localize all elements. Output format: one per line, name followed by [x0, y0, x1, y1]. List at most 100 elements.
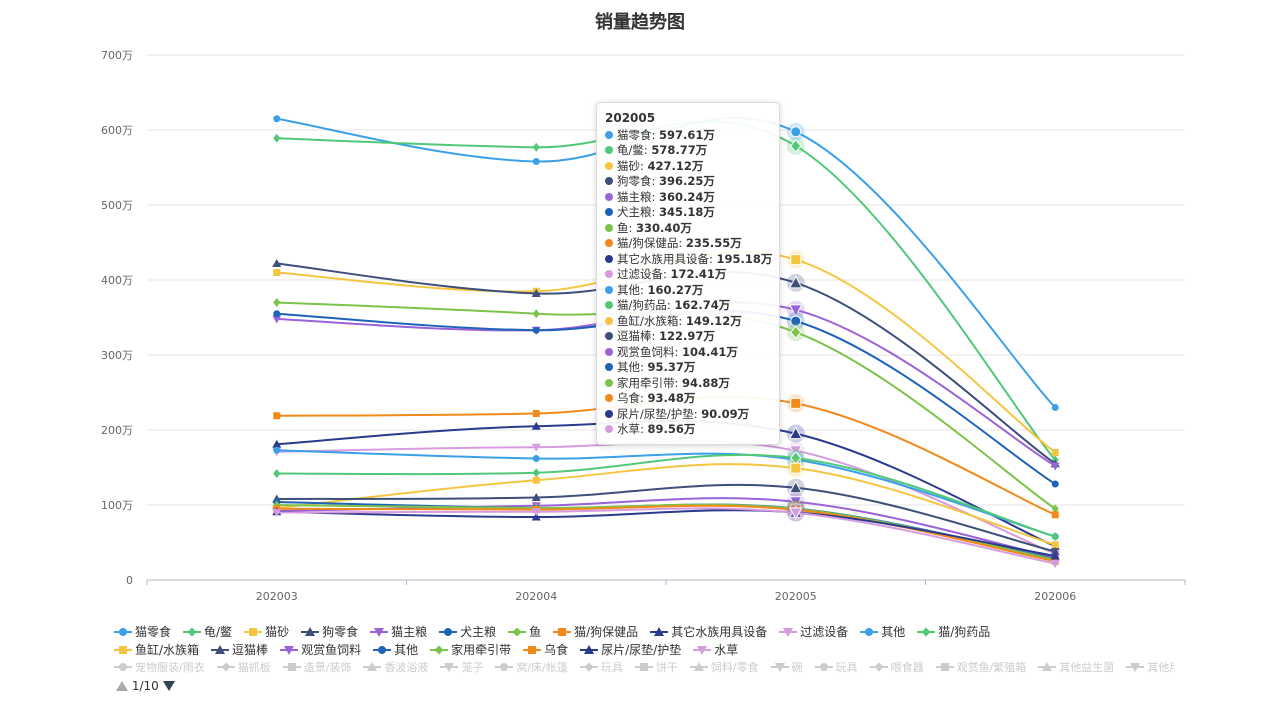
legend-item[interactable]: 鱼缸/水族箱 — [114, 641, 199, 658]
tooltip-row: 乌食: 93.48万 — [605, 391, 773, 407]
square-marker-icon — [634, 662, 653, 672]
y-tick-label: 100万 — [101, 499, 133, 512]
tooltip-label: 猫/狗药品: — [617, 298, 675, 312]
legend-item[interactable]: 其他 — [860, 623, 905, 640]
legend-item[interactable]: 玩具 — [814, 659, 858, 675]
tooltip-label: 尿片/尿垫/护垫: — [617, 406, 702, 421]
legend-item[interactable]: 宠物服装/雨衣 — [114, 659, 205, 675]
legend-next-page-icon[interactable] — [162, 681, 175, 691]
legend-item[interactable]: 龟/鳖 — [183, 623, 232, 640]
data-point — [532, 410, 540, 417]
legend-label: 其他益生菌 — [1059, 661, 1115, 674]
tooltip-row: 逗猫棒: 122.97万 — [605, 329, 773, 345]
legend-label: 宠物服装/雨衣 — [135, 661, 205, 674]
legend-item[interactable]: 猫砂 — [244, 623, 289, 640]
legend-item[interactable]: 其他 — [373, 641, 418, 658]
data-tooltip: 202005 猫零食: 597.61万 龟/鳖: 578.77万 猫砂: 427.1… — [596, 102, 780, 445]
tooltip-value: 360.24万 — [659, 189, 715, 204]
y-tick-label: 600万 — [101, 124, 133, 137]
triangle-marker-icon — [301, 627, 320, 637]
legend-row: 鱼缸/水族箱 逗猫棒 观赏鱼饲料 其他 家用牵引带 乌食 尿片/尿垫/护垫 水草 — [114, 641, 1174, 659]
tooltip-value: 578.77万 — [651, 143, 708, 157]
tooltip-label: 逗猫棒: — [617, 329, 660, 343]
tooltip-value: 93.48万 — [647, 391, 696, 405]
data-point — [273, 310, 281, 318]
y-tick-label: 700万 — [101, 49, 133, 62]
series-line — [276, 463, 1056, 546]
legend-item[interactable]: 猫/狗保健品 — [553, 623, 638, 640]
legend-item[interactable]: 乌食 — [523, 641, 568, 658]
data-point — [1050, 547, 1060, 555]
circle-marker-icon — [373, 645, 392, 655]
series-color-dot — [605, 130, 613, 139]
triangle-down-marker-icon — [779, 627, 798, 637]
legend-item[interactable]: 观赏鱼饲料 — [280, 641, 361, 658]
y-tick-label: 400万 — [101, 274, 133, 287]
legend-item[interactable]: 鱼 — [508, 623, 541, 640]
data-point — [532, 326, 540, 334]
diamond-marker-icon — [183, 627, 202, 637]
tooltip-label: 观赏鱼饲料: — [617, 344, 683, 359]
data-point — [1050, 551, 1060, 560]
legend-label: 过滤设备 — [800, 625, 849, 639]
tooltip-row: 鱼: 330.40万 — [605, 221, 773, 237]
legend-item[interactable]: 过滤设备 — [779, 623, 848, 640]
legend-item[interactable]: 尿片/尿垫/护垫 — [580, 641, 681, 658]
legend-label: 其它水族用具设备 — [671, 625, 768, 639]
legend-label: 猫/狗药品 — [938, 625, 991, 639]
tooltip-value: 90.09万 — [701, 406, 750, 421]
legend-item[interactable]: 猫主粮 — [370, 623, 427, 640]
legend-label: 鱼缸/水族箱 — [135, 643, 200, 657]
legend-item[interactable]: 猫零食 — [114, 623, 171, 640]
legend-label: 笼子 — [461, 661, 484, 674]
legend-label: 逗猫棒 — [232, 643, 269, 657]
legend-item[interactable]: 香波浴液 — [363, 659, 428, 675]
tooltip-value: 396.25万 — [659, 174, 715, 188]
tooltip-row: 观赏鱼饲料: 104.41万 — [605, 345, 773, 361]
tooltip-label: 猫/狗保健品: — [617, 236, 686, 250]
legend-item[interactable]: 逗猫棒 — [211, 641, 268, 658]
legend-item[interactable]: 其它水族用具设备 — [650, 623, 767, 640]
tooltip-value: 162.74万 — [674, 298, 731, 312]
legend-label: 家用牵引带 — [451, 643, 512, 657]
legend-item[interactable]: 观赏鱼/繁殖箱 — [935, 659, 1026, 675]
tooltip-row: 猫主粮: 360.24万 — [605, 190, 773, 206]
data-point — [532, 455, 540, 462]
tooltip-value: 160.27万 — [647, 282, 704, 297]
series-color-dot — [605, 223, 613, 232]
triangle-down-marker-icon — [770, 662, 789, 672]
legend-prev-page-icon[interactable] — [116, 681, 128, 691]
legend-item[interactable]: 喂食器 — [869, 659, 924, 675]
legend-item[interactable]: 狗零食 — [301, 623, 358, 640]
legend-item[interactable]: 猫/狗药品 — [917, 623, 990, 640]
diamond-marker-icon — [579, 662, 598, 672]
data-point — [1050, 560, 1060, 568]
square-marker-icon — [553, 627, 572, 637]
data-point — [788, 304, 803, 317]
series-color-dot — [605, 270, 613, 278]
data-point — [788, 480, 803, 494]
data-point — [1051, 541, 1059, 549]
legend-item[interactable]: 造景/装饰 — [282, 659, 351, 675]
legend-item[interactable]: 猫抓板 — [216, 659, 271, 675]
tooltip-value: 89.56万 — [647, 422, 696, 436]
legend-item[interactable]: 家用牵引带 — [430, 641, 511, 658]
tooltip-value: 122.97万 — [659, 329, 715, 343]
legend-item[interactable]: 玩具 — [579, 659, 623, 675]
legend-item[interactable]: 饲料/零食 — [689, 659, 759, 675]
legend-item[interactable]: 碗 — [770, 659, 803, 675]
tooltip-label: 龟/鳖: — [617, 143, 652, 157]
triangle-down-marker-icon — [693, 645, 712, 655]
legend-item[interactable]: 水草 — [693, 641, 738, 658]
series-color-dot — [605, 177, 613, 185]
legend-item[interactable]: 饼干 — [634, 659, 678, 675]
data-point — [1051, 532, 1059, 541]
square-marker-icon — [282, 662, 301, 672]
data-point — [272, 315, 282, 324]
legend-label: 乌食 — [544, 643, 569, 657]
legend-item[interactable]: 其他用电/器电 — [1126, 659, 1174, 675]
legend-item[interactable]: 窝/床/帐篷 — [495, 659, 568, 675]
legend-item[interactable]: 其他益生菌 — [1038, 659, 1114, 675]
legend-item[interactable]: 笼子 — [440, 659, 483, 675]
legend-item[interactable]: 犬主粮 — [439, 623, 496, 640]
